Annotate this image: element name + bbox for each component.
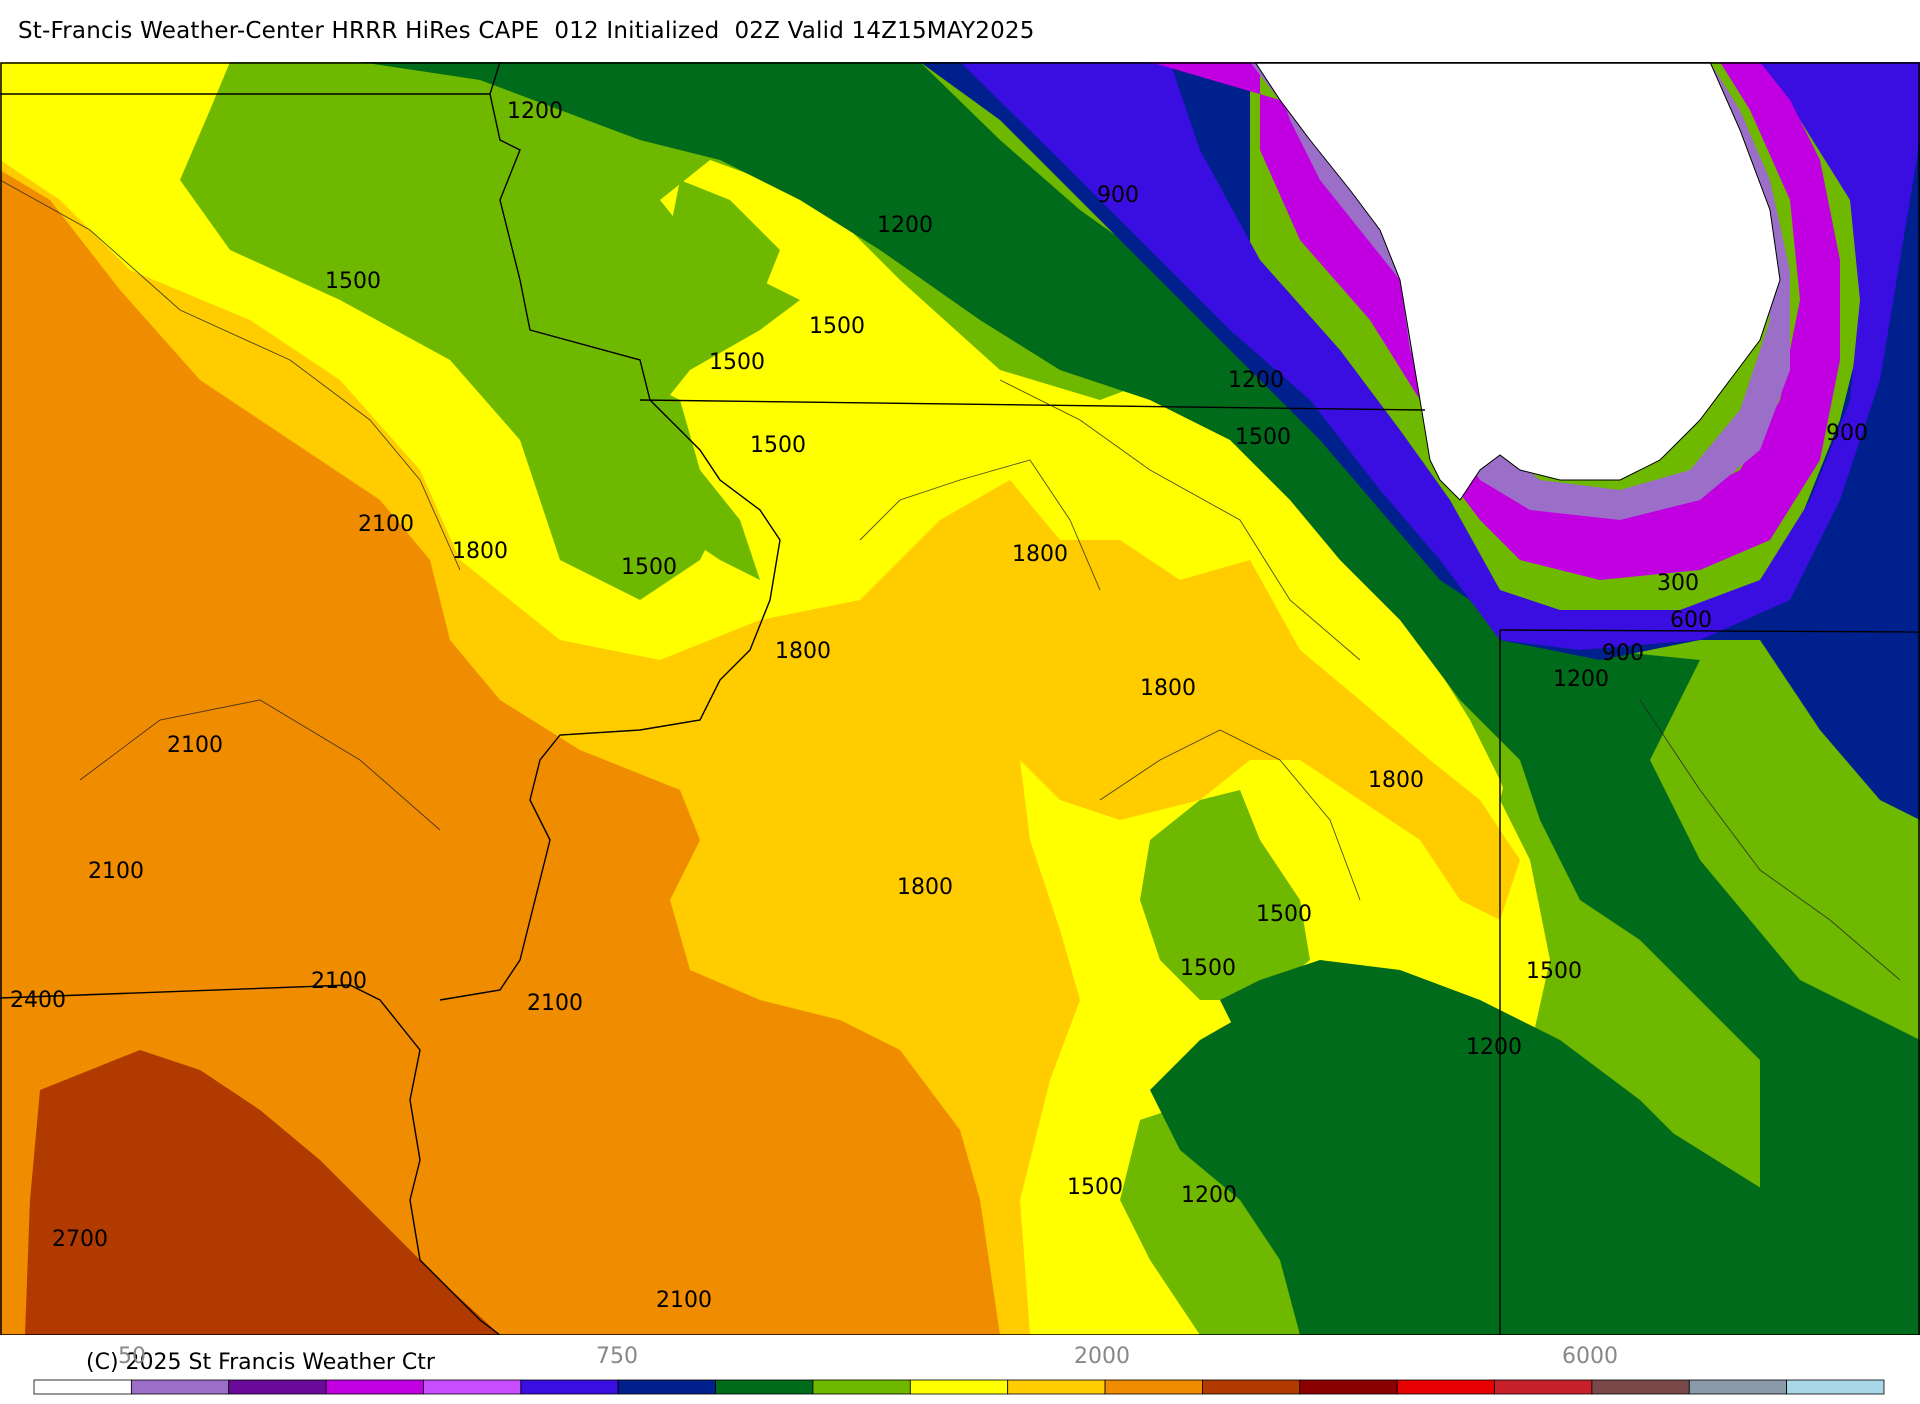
colorbar-swatch <box>1299 1379 1398 1395</box>
contour-label: 2100 <box>167 733 223 758</box>
contour-label: 1200 <box>1181 1183 1237 1208</box>
contour-label: 1200 <box>507 99 563 124</box>
contour-label: 1500 <box>1526 959 1582 984</box>
colorbar-swatch <box>1591 1379 1690 1395</box>
contour-label: 1500 <box>1256 902 1312 927</box>
colorbar <box>0 1335 1920 1400</box>
contour-label: 2700 <box>52 1227 108 1252</box>
colorbar-swatch <box>715 1379 814 1395</box>
chart-title: St-Francis Weather-Center HRRR HiRes CAP… <box>18 18 1035 44</box>
contour-label: 1500 <box>1067 1175 1123 1200</box>
contour-label: 2100 <box>527 991 583 1016</box>
contour-label: 1500 <box>325 269 381 294</box>
contour-label: 1500 <box>621 555 677 580</box>
cape-band-blue <box>960 62 1920 650</box>
cape-band-brown <box>25 1050 500 1335</box>
cape-map: 1200 900 1200 1500 1500 1500 1200 1500 1… <box>0 62 1920 1335</box>
colorbar-swatches <box>33 1379 1885 1395</box>
contour-label: 1500 <box>1235 425 1291 450</box>
colorbar-swatch <box>1786 1379 1885 1395</box>
state-borders <box>0 62 1920 1335</box>
colorbar-swatch <box>33 1379 132 1395</box>
map-border <box>0 62 1920 1335</box>
contour-label: 1800 <box>775 639 831 664</box>
colorbar-tick-label: 750 <box>596 1344 638 1369</box>
contour-label: 300 <box>1657 571 1699 596</box>
contour-label: 900 <box>1097 183 1139 208</box>
colorbar-tick-label: 2000 <box>1074 1344 1130 1369</box>
contour-label: 1800 <box>1368 768 1424 793</box>
contour-label: 1200 <box>1228 368 1284 393</box>
colorbar-swatch <box>812 1379 911 1395</box>
colorbar-tick-label: 6000 <box>1562 1344 1618 1369</box>
contour-label: 2100 <box>311 969 367 994</box>
contour-label: 1800 <box>1140 676 1196 701</box>
colorbar-swatch <box>228 1379 327 1395</box>
colorbar-swatch <box>1494 1379 1593 1395</box>
colorbar-swatch <box>1007 1379 1106 1395</box>
contour-label: 2100 <box>88 859 144 884</box>
colorbar-swatch <box>130 1379 230 1395</box>
contour-label: 1200 <box>1466 1035 1522 1060</box>
contour-label: 1800 <box>897 875 953 900</box>
colorbar-swatch <box>520 1379 619 1395</box>
cape-island-green <box>1140 790 1310 1000</box>
contour-label: 900 <box>1826 421 1868 446</box>
contour-label: 1500 <box>750 433 806 458</box>
cape-band-orange <box>0 170 1000 1335</box>
contour-label: 1800 <box>452 539 508 564</box>
copyright-text: (C) 2025 St Francis Weather Ctr <box>86 1350 435 1375</box>
colorbar-swatch <box>1104 1379 1203 1395</box>
contour-label: 1800 <box>1012 542 1068 567</box>
colorbar-swatch <box>325 1379 424 1395</box>
lake-michigan <box>1254 62 1781 501</box>
contour-label: 1200 <box>877 213 933 238</box>
colorbar-swatch <box>1396 1379 1495 1395</box>
contour-label: 2400 <box>10 988 66 1013</box>
cape-blob-darkgreen-south <box>1150 960 1920 1335</box>
contour-label: 1500 <box>809 314 865 339</box>
cape-band-lavender <box>1250 62 1790 520</box>
contour-label: 1500 <box>1180 956 1236 981</box>
contour-label: 2100 <box>656 1288 712 1313</box>
contour-label: 1500 <box>709 350 765 375</box>
contour-lines <box>0 179 1901 981</box>
colorbar-swatch <box>1202 1379 1301 1395</box>
contour-label: 2100 <box>358 512 414 537</box>
colorbar-swatch <box>1688 1379 1788 1395</box>
cape-island-green-2 <box>670 180 780 340</box>
colorbar-tick-label: 50 <box>118 1344 146 1369</box>
contour-label: 600 <box>1670 608 1712 633</box>
contour-label: 1200 <box>1553 667 1609 692</box>
cape-island-green-3 <box>510 360 760 580</box>
contour-label-group: 1200 900 1200 1500 1500 1500 1200 1500 1… <box>10 99 1868 1313</box>
cape-band-magenta <box>1150 62 1840 580</box>
colorbar-swatch <box>617 1379 716 1395</box>
contour-label: 900 <box>1602 641 1644 666</box>
colorbar-swatch <box>423 1379 522 1395</box>
colorbar-swatch <box>909 1379 1009 1395</box>
